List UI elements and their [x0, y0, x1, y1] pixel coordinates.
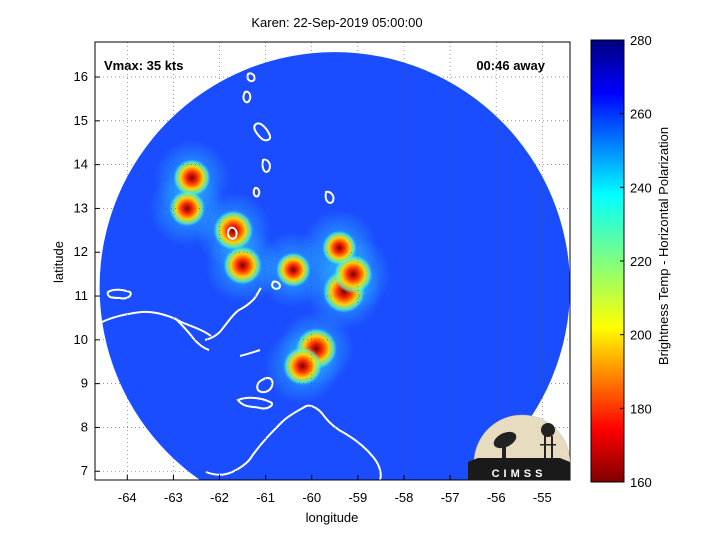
y-tick-label: 11	[75, 288, 89, 303]
x-tick-label: -56	[487, 490, 506, 505]
coastline	[95, 53, 382, 480]
brightness-swath	[99, 52, 570, 480]
x-tick-label: -61	[256, 490, 275, 505]
cimss-logo: CIMSS	[468, 414, 571, 480]
x-ticks: -64 -63 -62 -61 -60 -59 -58 -57 -56 -55	[118, 475, 552, 505]
x-tick-label: -64	[118, 490, 137, 505]
y-tick-label: 13	[74, 200, 88, 215]
colorbar-tick-label: 260	[630, 107, 652, 122]
x-tick-label: -62	[210, 490, 229, 505]
y-tick-label: 15	[74, 113, 88, 128]
vmax-annotation: Vmax: 35 kts	[104, 58, 184, 73]
colorbar-ticks: 160 180 200 220 240 260 280	[620, 33, 652, 490]
data-layer	[95, 52, 570, 480]
colorbar-tick-label: 160	[630, 475, 652, 490]
x-tick-label: -60	[302, 490, 321, 505]
y-ticks: 7 8 9 10 11 12 13 14 15 16	[74, 69, 100, 478]
y-axis-label: latitude	[51, 241, 66, 283]
colorbar-tick-label: 200	[630, 328, 652, 343]
y-tick-label: 10	[74, 332, 88, 347]
axes-frame	[94, 41, 571, 481]
colorbar	[590, 39, 625, 483]
convective-cell	[322, 230, 357, 266]
y-tick-label: 12	[74, 244, 88, 259]
convective-cell	[213, 210, 254, 251]
logo-ground	[468, 458, 570, 480]
y-tick-label: 8	[81, 419, 88, 434]
x-tick-label: -63	[164, 490, 183, 505]
x-axis-label: longitude	[306, 510, 359, 525]
satellite-dish-icon	[493, 431, 517, 458]
colorbar-tick-label: 180	[630, 401, 652, 416]
water-tower-icon	[540, 423, 556, 458]
time-offset-annotation: 00:46 away	[476, 58, 545, 73]
convective-cell	[275, 252, 311, 288]
y-tick-label: 9	[81, 376, 88, 391]
colorbar-tick-label: 280	[630, 33, 652, 48]
convective-cell	[283, 346, 322, 386]
x-tick-label: -57	[441, 490, 460, 505]
x-tick-label: -55	[533, 490, 552, 505]
x-tick-label: -59	[348, 490, 367, 505]
x-tick-label: -58	[395, 490, 414, 505]
y-tick-label: 16	[74, 69, 88, 84]
colorbar-tick-label: 220	[630, 254, 652, 269]
colorbar-label: Brightness Temp - Horizontal Polarizatio…	[656, 127, 671, 365]
y-tick-label: 14	[74, 157, 88, 172]
colorbar-tick-label: 240	[630, 180, 652, 195]
convective-cell	[223, 246, 262, 285]
convective-cell	[173, 159, 211, 197]
logo-text: CIMSS	[492, 468, 547, 480]
y-tick-label: 7	[81, 463, 88, 478]
chart-title: Karen: 22-Sep-2019 05:00:00	[251, 15, 422, 30]
